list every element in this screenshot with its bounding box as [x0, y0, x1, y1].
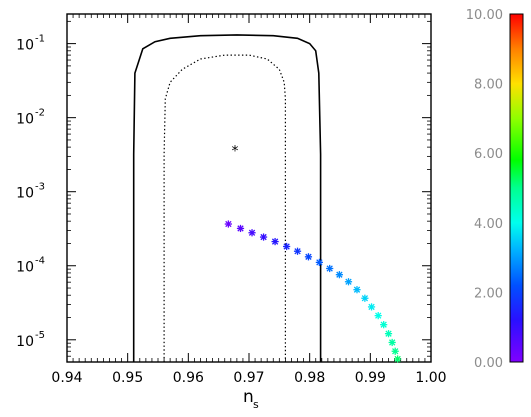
x-tick-label: 0.98	[294, 370, 325, 386]
x-axis-label: n s	[243, 387, 259, 411]
trajectory-point	[353, 286, 361, 294]
trajectory-point	[380, 321, 388, 329]
y-tick-exponent: -3	[35, 182, 45, 193]
y-tick-exponent: -4	[35, 256, 45, 267]
colorbar-label: 8.00	[474, 78, 503, 93]
colorbar: 10.00 8.00 6.00 4.00 2.00 0.00	[466, 8, 524, 371]
trajectory-point	[335, 271, 343, 279]
y-tick-exponent: -2	[35, 108, 45, 119]
y-tick-label: 10	[16, 186, 34, 202]
axis-ticks	[66, 14, 432, 362]
best-fit-point: *	[232, 144, 239, 160]
trajectory-point	[259, 233, 268, 241]
trajectory-point	[283, 242, 291, 251]
trajectory-point	[304, 253, 313, 261]
colorbar-labels: 10.00 8.00 6.00 4.00 2.00 0.00	[466, 8, 503, 371]
y-tick-label: 10	[16, 334, 34, 350]
colorbar-gradient	[509, 13, 524, 363]
trajectory-point	[391, 347, 399, 355]
colorbar-label: 2.00	[474, 286, 503, 301]
trajectory-point	[394, 355, 402, 363]
x-tick-label: 0.95	[112, 370, 143, 386]
trajectory-point	[236, 224, 245, 233]
trajectory-points	[224, 220, 402, 363]
trajectory-point	[388, 338, 396, 347]
x-axis-label-main: n	[243, 387, 254, 407]
contour-inner-dotted	[163, 54, 286, 363]
trajectory-point	[271, 237, 279, 246]
x-tick-label: 1.00	[415, 370, 446, 386]
y-tick-label: 10	[16, 112, 34, 128]
best-fit-marker: *	[232, 144, 239, 160]
plot-frame	[66, 13, 432, 363]
colorbar-label: 6.00	[474, 147, 503, 162]
x-tick-labels: 0.94 0.95 0.96 0.97 0.98 0.99 1.00	[51, 370, 446, 386]
plot-area: 0.94 0.95 0.96 0.97 0.98 0.99 1.00 10 -110 -210-…	[16, 13, 447, 386]
trajectory-point	[293, 247, 302, 255]
trajectory-point	[315, 258, 323, 266]
y-tick-exponent: -1	[35, 34, 45, 45]
y-tick-exponent: -5	[35, 330, 45, 341]
y-tick-label: 10	[16, 38, 34, 54]
trajectory-point	[344, 278, 353, 286]
trajectory-point	[367, 303, 376, 311]
trajectory-point	[248, 229, 256, 237]
x-tick-label: 0.94	[51, 370, 82, 386]
y-tick-label: 10	[16, 260, 34, 276]
trajectory-point	[361, 294, 369, 302]
trajectory-point	[374, 312, 382, 320]
colorbar-label: 10.00	[466, 8, 503, 23]
colorbar-label: 0.00	[474, 356, 503, 371]
x-axis-label-subscript: s	[253, 398, 259, 411]
trajectory-point	[326, 264, 334, 273]
y-tick-labels: 10-110-210-310-410-5	[16, 34, 45, 350]
trajectory-point	[384, 330, 393, 338]
x-tick-label: 0.96	[173, 370, 204, 386]
x-tick-label: 0.99	[355, 370, 386, 386]
x-tick-label: 0.97	[233, 370, 264, 386]
contour-outer-solid	[132, 34, 322, 363]
colorbar-label: 4.00	[474, 217, 503, 232]
trajectory-point	[224, 220, 232, 228]
